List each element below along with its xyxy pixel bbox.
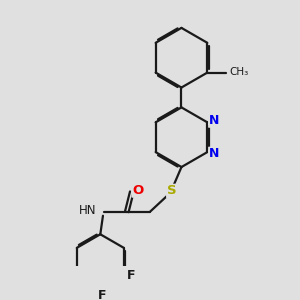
Text: O: O (132, 184, 143, 197)
Text: F: F (98, 290, 106, 300)
Text: N: N (209, 114, 219, 127)
Text: S: S (167, 184, 176, 197)
Text: CH₃: CH₃ (230, 67, 249, 76)
Text: HN: HN (79, 204, 96, 217)
Text: N: N (209, 147, 219, 160)
Text: F: F (127, 268, 135, 281)
